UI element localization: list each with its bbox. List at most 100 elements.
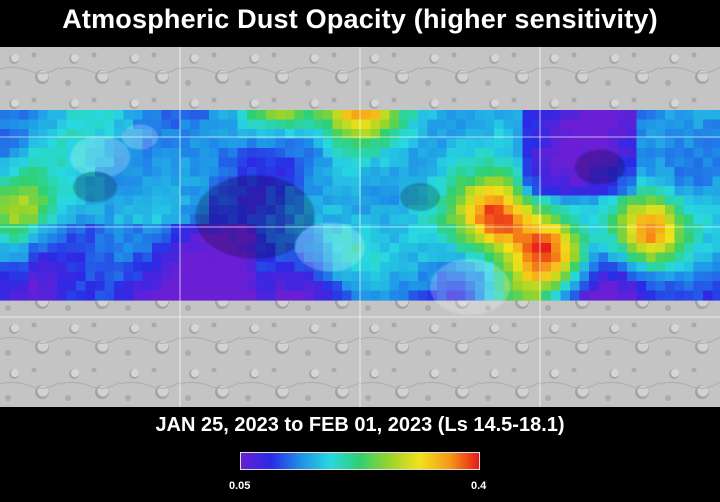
dust-cell <box>703 119 714 130</box>
dust-cell <box>190 195 201 206</box>
dust-cell <box>703 290 714 301</box>
dust-cell <box>142 233 153 244</box>
dust-cell <box>133 205 144 216</box>
dust-cell <box>114 129 125 140</box>
dust-cell <box>608 129 619 140</box>
dust-cell <box>161 262 172 273</box>
dust-cell <box>180 148 191 159</box>
dust-cell <box>66 233 77 244</box>
dust-cell <box>418 262 429 273</box>
dust-cell <box>456 252 467 263</box>
dust-cell <box>617 129 628 140</box>
dust-cell <box>104 119 115 130</box>
dust-cell <box>28 148 39 159</box>
dust-cell <box>684 243 695 254</box>
dust-cell <box>199 176 210 187</box>
dust-cell <box>133 290 144 301</box>
dust-cell <box>608 233 619 244</box>
dust-cell <box>655 262 666 273</box>
dust-cell <box>294 138 305 149</box>
dust-cell <box>266 129 277 140</box>
dust-cell <box>703 157 714 168</box>
dust-cell <box>674 129 685 140</box>
dust-cell <box>522 138 533 149</box>
dust-cell <box>598 224 609 235</box>
dust-cell <box>351 176 362 187</box>
dust-cell <box>332 157 343 168</box>
dust-cell <box>171 262 182 273</box>
dust-cell <box>28 176 39 187</box>
dust-cell <box>437 176 448 187</box>
dust-cell <box>475 224 486 235</box>
dust-cell <box>313 205 324 216</box>
dust-cell <box>494 262 505 273</box>
dust-cell <box>665 157 676 168</box>
dust-cell <box>256 129 267 140</box>
dust-cell <box>665 205 676 216</box>
dust-cell <box>95 243 106 254</box>
dust-cell <box>0 119 11 130</box>
dust-cell <box>532 243 543 254</box>
dust-cell <box>294 167 305 178</box>
dust-cell <box>693 186 704 197</box>
dust-cell <box>171 214 182 225</box>
dust-cell <box>0 195 11 206</box>
dust-cell <box>684 110 695 121</box>
dust-cell <box>57 262 68 273</box>
dust-cell <box>522 205 533 216</box>
dust-cell <box>665 281 676 292</box>
dust-cell <box>427 224 438 235</box>
dust-cell <box>361 176 372 187</box>
dust-cell <box>19 195 30 206</box>
dust-cell <box>456 138 467 149</box>
dust-cell <box>627 129 638 140</box>
dust-cell <box>703 281 714 292</box>
dust-cell <box>522 148 533 159</box>
dust-cell <box>627 290 638 301</box>
dust-cell <box>323 186 334 197</box>
dust-cell <box>0 138 11 149</box>
dust-cell <box>408 138 419 149</box>
dust-cell <box>427 252 438 263</box>
dust-cell <box>19 186 30 197</box>
dust-cell <box>361 205 372 216</box>
dust-cell <box>684 252 695 263</box>
dust-cell <box>152 148 163 159</box>
dust-cell <box>684 271 695 282</box>
dust-cell <box>351 148 362 159</box>
dust-cell <box>123 195 134 206</box>
dust-cell <box>551 148 562 159</box>
dust-cell <box>161 129 172 140</box>
dust-cell <box>389 119 400 130</box>
dust-cell <box>228 129 239 140</box>
dust-cell <box>152 262 163 273</box>
dust-cell <box>66 138 77 149</box>
dust-cell <box>408 148 419 159</box>
dust-cell <box>712 281 720 292</box>
dust-cell <box>114 214 125 225</box>
dust-cell <box>370 224 381 235</box>
dust-cell <box>522 186 533 197</box>
dust-cell <box>636 271 647 282</box>
dust-cell <box>665 252 676 263</box>
dust-cell <box>427 119 438 130</box>
dust-cell <box>361 195 372 206</box>
dust-cell <box>532 167 543 178</box>
dust-cell <box>104 243 115 254</box>
dust-cell <box>513 157 524 168</box>
dust-cell <box>579 195 590 206</box>
dust-cell <box>294 290 305 301</box>
dust-cell <box>541 224 552 235</box>
dust-cell <box>636 252 647 263</box>
dust-cell <box>161 167 172 178</box>
dust-cell <box>85 252 96 263</box>
dust-cell <box>418 167 429 178</box>
dust-cell <box>456 205 467 216</box>
dust-cell <box>9 271 20 282</box>
dust-cell <box>589 186 600 197</box>
dust-cell <box>361 262 372 273</box>
dust-cell <box>237 281 248 292</box>
dust-cell <box>218 148 229 159</box>
dust-cell <box>247 110 258 121</box>
dust-cell <box>541 176 552 187</box>
